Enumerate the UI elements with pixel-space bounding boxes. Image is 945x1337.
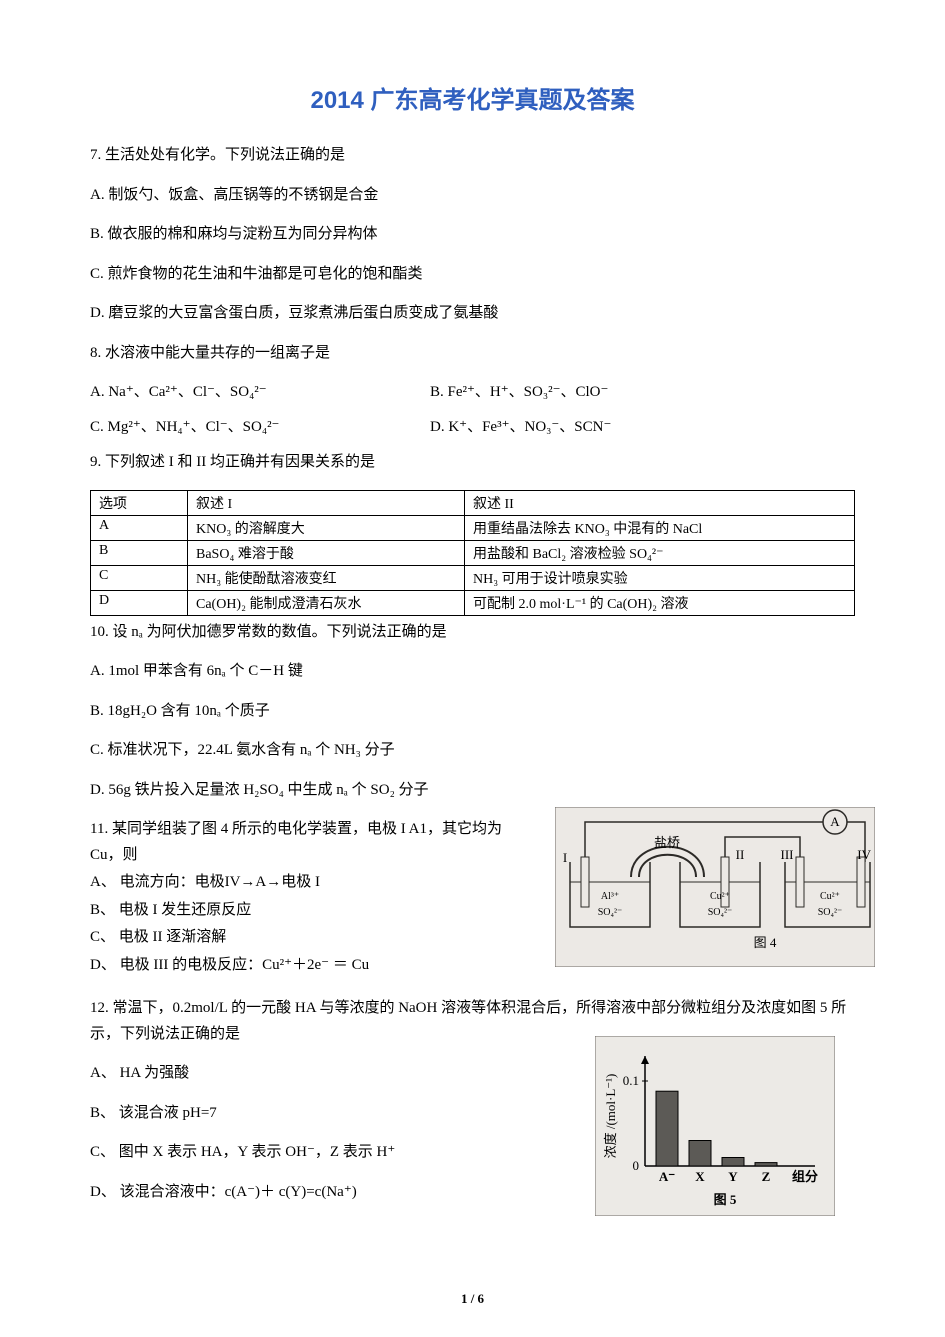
q12-bar <box>656 1091 678 1166</box>
q10-opt-a: A. 1mol 甲苯含有 6nₐ 个 C－H 键 <box>90 659 855 685</box>
q12-ylabel: 浓度 /(mol·L⁻¹) <box>603 1074 618 1159</box>
q11-opt-b: B、 电极 I 发生还原反应 <box>90 898 530 924</box>
q11-opt-c: C、 电极 II 逐渐溶解 <box>90 925 530 951</box>
q12-opt-b: B、 该混合液 pH=7 <box>90 1101 570 1127</box>
q12-figure: 浓度 /(mol·L⁻¹) 0.1 0 A⁻ X Y Z 组分 图 5 <box>595 1036 835 1196</box>
q9-cell: D <box>91 590 188 615</box>
q9-cell: 用重结晶法除去 KNO₃ 中混有的 NaCl <box>465 515 855 540</box>
page-title: 2014 广东高考化学真题及答案 <box>90 80 855 115</box>
q9-cell: BaSO₄ 难溶于酸 <box>188 540 465 565</box>
q12-bar <box>689 1141 711 1167</box>
q12-xtick-2: Y <box>728 1169 738 1184</box>
q12-y0: 0 <box>633 1158 640 1173</box>
electrode-I-label: I <box>563 850 567 865</box>
q9-cell: NH₃ 能使酚酞溶液变红 <box>188 565 465 590</box>
q9-cell: NH₃ 可用于设计喷泉实验 <box>465 565 855 590</box>
q9-cell: C <box>91 565 188 590</box>
q12-opt-c: C、 图中 X 表示 HA，Y 表示 OH⁻，Z 表示 H⁺ <box>90 1140 570 1166</box>
q9-cell: KNO₃ 的溶解度大 <box>188 515 465 540</box>
q9-stem: 9. 下列叙述 I 和 II 均正确并有因果关系的是 <box>90 450 855 476</box>
q8-stem: 8. 水溶液中能大量共存的一组离子是 <box>90 341 855 367</box>
q9-cell: 用盐酸和 BaCl₂ 溶液检验 SO₄²⁻ <box>465 540 855 565</box>
q7-opt-a: A. 制饭勺、饭盒、高压锅等的不锈钢是合金 <box>90 183 855 209</box>
page-number: 1 / 6 <box>0 1291 945 1307</box>
q10-opt-d: D. 56g 铁片投入足量浓 H₂SO₄ 中生成 nₐ 个 SO₂ 分子 <box>90 778 855 804</box>
q8-opt-c: C. Mg²⁺、NH₄⁺、Cl⁻、SO₄²⁻ <box>90 415 390 436</box>
q12-xtick-1: X <box>695 1169 705 1184</box>
q9-header-0: 选项 <box>91 490 188 515</box>
q9-header-2: 叙述 II <box>465 490 855 515</box>
q11-fig-caption: 图 4 <box>754 935 777 950</box>
q9-cell: B <box>91 540 188 565</box>
q9-cell: A <box>91 515 188 540</box>
table-row: D Ca(OH)₂ 能制成澄清石灰水 可配制 2.0 mol·L⁻¹ 的 Ca(… <box>91 590 855 615</box>
electrode-IV-label: IV <box>857 847 871 862</box>
q9-table: 选项 叙述 I 叙述 II A KNO₃ 的溶解度大 用重结晶法除去 KNO₃ … <box>90 490 855 616</box>
q8-opt-b: B. Fe²⁺、H⁺、SO₃²⁻、ClO⁻ <box>430 380 608 401</box>
q10-opt-b: B. 18gH₂O 含有 10nₐ 个质子 <box>90 699 855 725</box>
q12-xtick-3: Z <box>762 1169 771 1184</box>
q8-opt-d: D. K⁺、Fe³⁺、NO₃⁻、SCN⁻ <box>430 415 611 436</box>
q12-xlabel-right: 组分 <box>792 1169 818 1184</box>
q12-bar <box>755 1163 777 1166</box>
q12-ytick: 0.1 <box>623 1073 639 1088</box>
beaker3-sol-top: Cu²⁺ <box>820 891 840 902</box>
beaker1-sol-bot: SO₄²⁻ <box>598 907 623 918</box>
electrode-II-label: II <box>736 847 745 862</box>
q9-header-1: 叙述 I <box>188 490 465 515</box>
ammeter-label: A <box>830 814 840 829</box>
beaker1-sol-top: Al³⁺ <box>601 891 619 902</box>
table-row: A KNO₃ 的溶解度大 用重结晶法除去 KNO₃ 中混有的 NaCl <box>91 515 855 540</box>
q12-bar <box>722 1158 744 1167</box>
q12-opt-d: D、 该混合溶液中：c(A⁻)＋ c(Y)=c(Na⁺) <box>90 1180 570 1206</box>
q8-opt-a: A. Na⁺、Ca²⁺、Cl⁻、SO₄²⁻ <box>90 380 390 401</box>
table-row: C NH₃ 能使酚酞溶液变红 NH₃ 可用于设计喷泉实验 <box>91 565 855 590</box>
q11-opt-a: A、 电流方向：电极IV→A→电极 I <box>90 870 530 896</box>
q12-fig-caption: 图 5 <box>714 1192 737 1207</box>
beaker2-sol-top: Cu²⁺ <box>710 891 730 902</box>
q9-cell: Ca(OH)₂ 能制成澄清石灰水 <box>188 590 465 615</box>
q7-opt-d: D. 磨豆浆的大豆富含蛋白质，豆浆煮沸后蛋白质变成了氨基酸 <box>90 301 855 327</box>
beaker3-sol-bot: SO₄²⁻ <box>818 907 843 918</box>
q9-cell: 可配制 2.0 mol·L⁻¹ 的 Ca(OH)₂ 溶液 <box>465 590 855 615</box>
q11-stem: 11. 某同学组装了图 4 所示的电化学装置，电极 I A1，其它均为 Cu，则 <box>90 817 530 868</box>
q11-opt-d: D、 电极 III 的电极反应：Cu²⁺＋2e⁻ ＝ Cu <box>90 953 530 979</box>
q7-opt-c: C. 煎炸食物的花生油和牛油都是可皂化的饱和酯类 <box>90 262 855 288</box>
q12-xtick-0: A⁻ <box>659 1169 675 1184</box>
q7-opt-b: B. 做衣服的棉和麻均与淀粉互为同分异构体 <box>90 222 855 248</box>
q10-opt-c: C. 标准状况下，22.4L 氨水含有 nₐ 个 NH₃ 分子 <box>90 738 855 764</box>
q11-figure: A 盐桥 I Al³⁺ SO₄²⁻ II <box>555 807 875 967</box>
q7-stem: 7. 生活处处有化学。下列说法正确的是 <box>90 143 855 169</box>
salt-bridge-label: 盐桥 <box>654 835 680 850</box>
beaker2-sol-bot: SO₄²⁻ <box>708 907 733 918</box>
table-row: 选项 叙述 I 叙述 II <box>91 490 855 515</box>
q12-opt-a: A、 HA 为强酸 <box>90 1061 570 1087</box>
table-row: B BaSO₄ 难溶于酸 用盐酸和 BaCl₂ 溶液检验 SO₄²⁻ <box>91 540 855 565</box>
electrode-III-label: III <box>781 847 794 862</box>
q10-stem: 10. 设 nₐ 为阿伏加德罗常数的数值。下列说法正确的是 <box>90 620 855 646</box>
